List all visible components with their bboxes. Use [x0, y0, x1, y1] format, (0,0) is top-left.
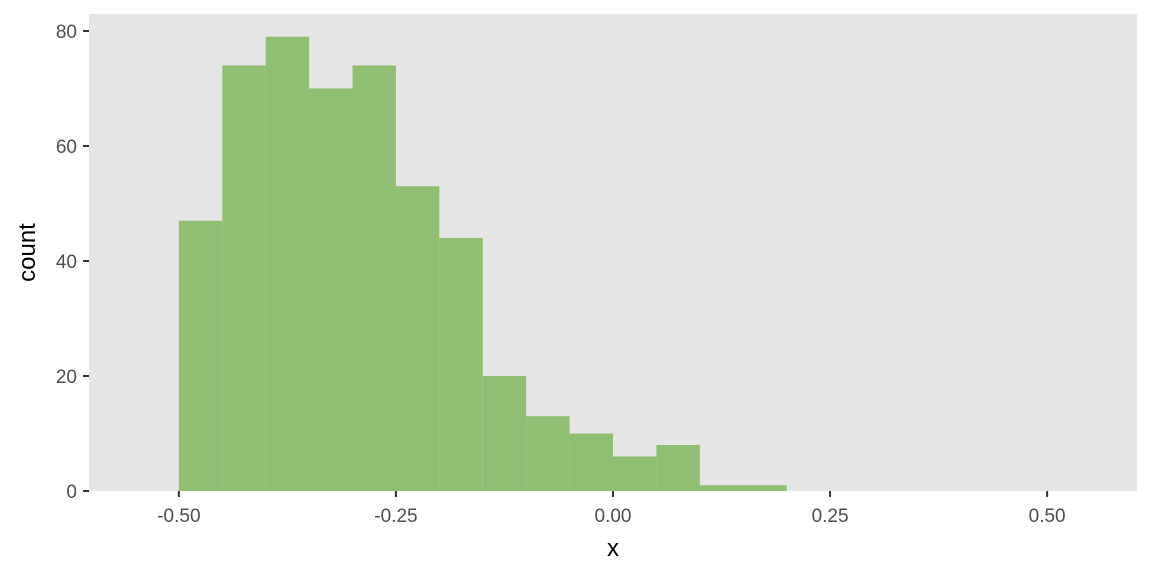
histogram-bar [178, 220, 223, 491]
histogram-bar [265, 36, 310, 491]
histogram-bar [743, 485, 787, 491]
histogram-bar [352, 65, 396, 491]
y-axis: 0 20 40 60 80 [56, 22, 89, 503]
y-tick-label: 20 [56, 367, 77, 388]
histogram-bar [222, 65, 266, 491]
x-tick-label: 0.00 [595, 506, 632, 527]
histogram-bar [309, 88, 353, 491]
y-tick-label: 40 [56, 252, 77, 273]
x-tick-label: -0.50 [157, 506, 200, 527]
histogram-bar [613, 456, 657, 491]
x-axis: -0.50 -0.25 0.00 0.25 0.50 [157, 491, 1066, 527]
histogram-bar [699, 485, 744, 491]
y-tick-label: 60 [56, 137, 77, 158]
histogram-bar [526, 416, 570, 491]
histogram-bar [395, 186, 440, 491]
y-tick-label: 0 [66, 482, 77, 503]
y-tick-label: 80 [56, 22, 77, 43]
x-tick-label: 0.50 [1029, 506, 1066, 527]
histogram-bar [569, 433, 613, 491]
x-tick-label: -0.25 [374, 506, 417, 527]
x-axis-title: x [607, 535, 619, 562]
histogram-bar [439, 237, 483, 491]
x-tick-label: 0.25 [812, 506, 849, 527]
histogram-bar [656, 444, 700, 491]
bars-group [178, 36, 787, 491]
y-axis-title: count [14, 223, 41, 282]
histogram-bar [482, 375, 527, 491]
